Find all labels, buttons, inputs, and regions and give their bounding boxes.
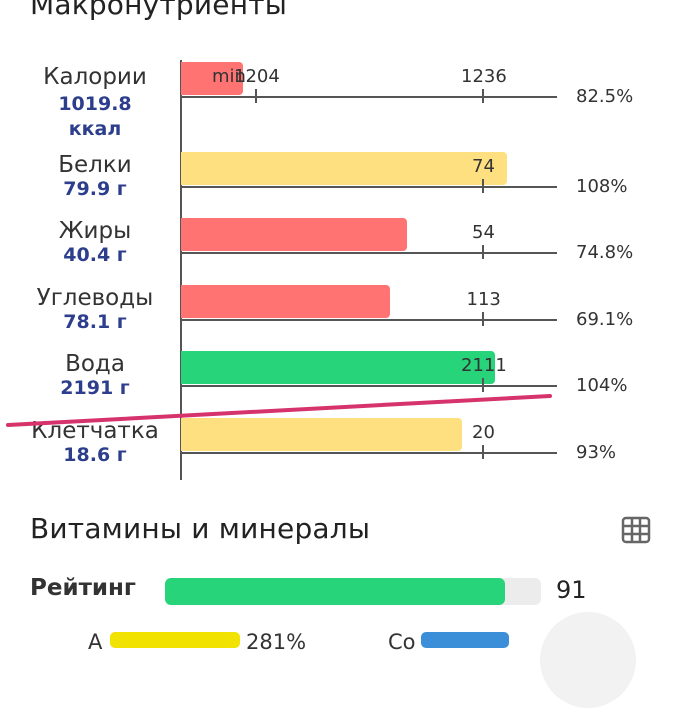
nutrient-bar [181, 351, 496, 384]
row-baseline [181, 186, 557, 188]
tick-label: 2111 [461, 355, 507, 376]
nutrient-name: Вода [65, 351, 125, 377]
nutrient-value: 40.4 г [63, 244, 127, 266]
nutrient-bar [181, 218, 407, 251]
vitamins-minerals-title: Витамины и минералы [30, 512, 371, 545]
macro-row: Вода 2191 г 2111 104% [0, 351, 680, 417]
macro-row: Калории 1019.8 ккал min 1204 1236 82.5% [0, 62, 680, 140]
macro-row: Клетчатка 18.6 г 20 93% [0, 418, 680, 484]
nutrient-name: Жиры [58, 218, 132, 244]
target-tick [482, 378, 484, 392]
target-tick [482, 245, 484, 259]
nutrient-name: Клетчатка [31, 418, 159, 444]
row-baseline [181, 96, 557, 98]
tick-label: 1204 [234, 66, 280, 87]
vitamin-item-a-percent: 281% [246, 630, 307, 654]
nutrient-name: Углеводы [36, 285, 154, 311]
nutrient-percent: 104% [576, 375, 628, 396]
nutrient-percent: 108% [576, 176, 628, 197]
tick-label: 20 [472, 422, 495, 443]
nutrient-bar [181, 285, 390, 318]
nutrient-value: 78.1 г [63, 311, 127, 333]
row-baseline [181, 319, 557, 321]
tick-label: 74 [472, 156, 495, 177]
rating-label: Рейтинг [30, 575, 136, 601]
nutrient-name: Белки [58, 152, 132, 178]
target-tick [482, 89, 484, 103]
nutrient-value: 2191 г [60, 377, 130, 399]
target-tick [482, 179, 484, 193]
target-tick [482, 312, 484, 326]
nutrient-bar [181, 62, 243, 95]
vitamin-item-a-bar [110, 632, 240, 648]
target-tick [482, 445, 484, 459]
macro-row: Углеводы 78.1 г 113 69.1% [0, 285, 680, 351]
rating-track [165, 578, 541, 605]
tick-label: 113 [466, 289, 501, 310]
nutrient-bar [181, 152, 508, 185]
macro-row: Белки 79.9 г 74 108% [0, 152, 680, 218]
floating-action-button[interactable] [540, 612, 636, 708]
nutrient-percent: 69.1% [576, 309, 634, 330]
nutrient-unit: ккал [68, 118, 122, 140]
macro-row: Жиры 40.4 г 54 74.8% [0, 218, 680, 284]
tick-label: 1236 [461, 66, 507, 87]
rating-fill [165, 578, 506, 605]
tick-label: 54 [472, 222, 495, 243]
nutrient-value: 79.9 г [63, 178, 127, 200]
nutrient-value: 18.6 г [63, 444, 127, 466]
row-baseline [181, 452, 557, 454]
row-baseline [181, 252, 557, 254]
target-tick [255, 89, 257, 103]
chart-vertical-axis [180, 60, 182, 480]
mineral-item-co-bar [421, 632, 509, 648]
nutrient-percent: 82.5% [576, 86, 634, 107]
row-baseline [181, 385, 557, 387]
vitamin-item-a-label: A [88, 630, 103, 654]
nutrient-bar [181, 418, 462, 451]
macronutrients-title: Макронутриенты [30, 0, 288, 21]
nutrient-value: 1019.8 [58, 93, 132, 115]
mineral-item-co-label: Co [388, 630, 416, 654]
nutrient-percent: 93% [576, 442, 617, 463]
nutrient-name: Калории [43, 64, 147, 90]
rating-value: 91 [556, 576, 587, 604]
tick-label: min [212, 66, 246, 87]
nutrient-percent: 74.8% [576, 242, 634, 263]
table-icon[interactable] [621, 515, 651, 545]
